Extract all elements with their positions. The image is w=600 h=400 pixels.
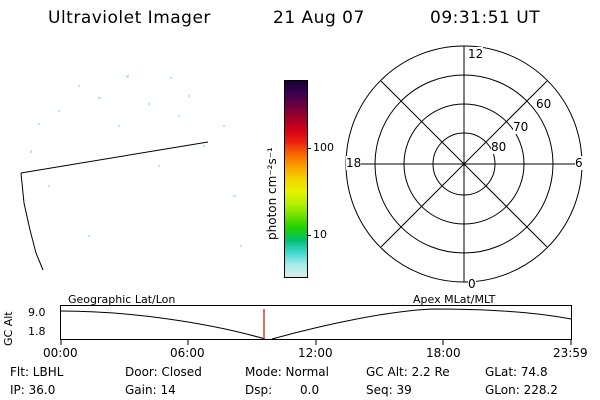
gain-info: Gain: 14 (125, 383, 176, 397)
altitude-tick-label: 1.8 (28, 325, 46, 338)
lat-label: 60 (536, 97, 552, 111)
mlt-label-bottom: 0 (468, 277, 476, 291)
time-tick-label: 06:00 (170, 346, 205, 360)
ip-info: IP: 36.0 (10, 383, 56, 397)
filter-info: Flt: LBHL (10, 365, 64, 379)
time-tick-label: 12:00 (298, 346, 333, 360)
altitude-plot-frame (60, 305, 572, 340)
left-caption: Geographic Lat/Lon (68, 293, 176, 306)
mlt-label-left: 18 (346, 156, 362, 170)
right-caption: Apex MLat/MLT (413, 293, 496, 306)
altitude-axis-label: GC Alt (2, 311, 15, 346)
mlt-label-top: 12 (468, 47, 484, 61)
altitude-curve (60, 308, 572, 340)
door-info: Door: Closed (125, 365, 202, 379)
date-label: 21 Aug 07 (273, 8, 365, 28)
limb-edge-line (20, 172, 44, 271)
lat-label: 80 (491, 140, 507, 154)
colorbar-tick-label: 100 (313, 141, 334, 154)
glon-info: GLon: 228.2 (485, 383, 558, 397)
dsp-label: Dsp: (245, 383, 273, 397)
colorbar-gradient (285, 81, 307, 277)
mode-info: Mode: Normal (245, 365, 329, 379)
time-tick-label: 23:59 (553, 346, 588, 360)
colorbar-axis-label: photon cm⁻²s⁻¹ (265, 147, 279, 240)
time-tick-label: 00:00 (43, 346, 78, 360)
mlt-label-right: 6 (575, 156, 583, 170)
polar-diagonal (380, 80, 548, 248)
terminator-line (20, 141, 209, 174)
dsp-value: 0.0 (300, 383, 320, 397)
instrument-title: Ultraviolet Imager (48, 8, 211, 28)
image-speckle (30, 75, 242, 247)
geographic-image-panel (20, 75, 242, 271)
colorbar (284, 80, 308, 278)
time-label: 09:31:51 UT (430, 8, 541, 28)
seq-info: Seq: 39 (366, 383, 412, 397)
gc-alt-info: GC Alt: 2.2 Re (366, 365, 450, 379)
lat-label: 70 (513, 120, 529, 134)
colorbar-tick-100 (307, 148, 311, 149)
altitude-plot (60, 305, 572, 345)
glat-info: GLat: 74.8 (485, 365, 548, 379)
polar-grid (345, 45, 583, 283)
altitude-tick-label: 9.0 (28, 306, 46, 319)
time-tick-label: 18:00 (426, 346, 461, 360)
colorbar-tick-10 (307, 235, 311, 236)
colorbar-tick-label: 10 (313, 228, 327, 241)
